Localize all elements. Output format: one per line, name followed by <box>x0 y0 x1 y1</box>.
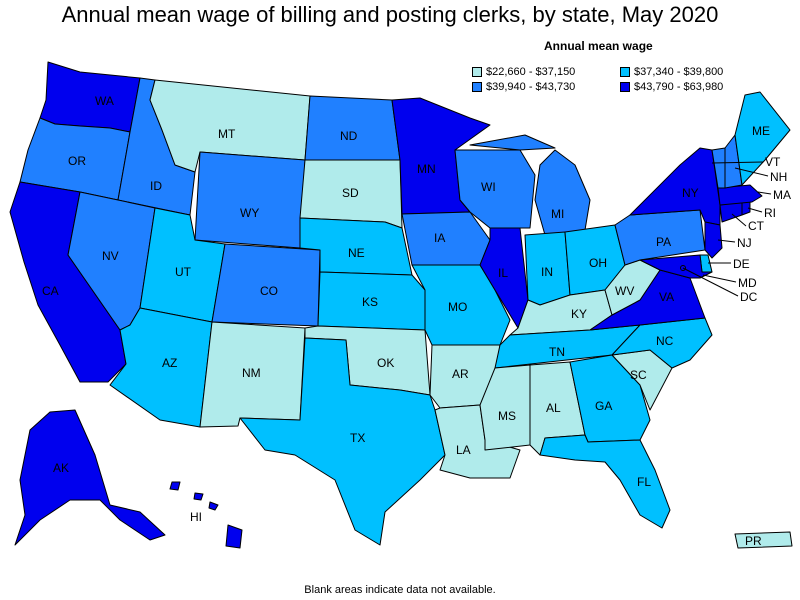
legend-title: Annual mean wage <box>544 39 653 53</box>
state-MI[interactable] <box>469 134 591 236</box>
state-label-TX: TX <box>350 431 365 445</box>
state-label-MO: MO <box>448 300 467 314</box>
state-label-AK: AK <box>53 461 69 475</box>
state-FL[interactable] <box>539 434 671 529</box>
state-MA[interactable] <box>717 184 763 206</box>
state-ND[interactable] <box>304 95 401 161</box>
state-label-IA: IA <box>434 231 445 245</box>
legend-swatch <box>620 82 630 92</box>
state-label-VA: VA <box>659 290 674 304</box>
legend-swatch <box>472 67 482 77</box>
legend-item-tier-2: $37,340 - $39,800 <box>620 66 723 78</box>
state-label-HI: HI <box>190 510 202 524</box>
state-label-DC: DC <box>740 290 758 304</box>
state-label-VT: VT <box>765 155 781 169</box>
state-label-NE: NE <box>348 246 365 260</box>
legend-label: $39,940 - $43,730 <box>486 81 576 93</box>
state-label-OK: OK <box>377 356 394 370</box>
leader-line-CT <box>731 213 747 227</box>
state-label-DE: DE <box>733 257 750 271</box>
leader-line-VT <box>711 161 764 164</box>
state-label-TN: TN <box>549 345 565 359</box>
legend-label: $22,660 - $37,150 <box>486 66 576 78</box>
state-label-KS: KS <box>362 295 378 309</box>
state-label-CA: CA <box>42 284 59 298</box>
state-label-AL: AL <box>546 401 561 415</box>
state-NJ[interactable] <box>704 221 723 259</box>
state-label-NH: NH <box>770 170 787 184</box>
state-label-FL: FL <box>637 475 651 489</box>
state-TX[interactable] <box>239 337 446 546</box>
leader-line-NH <box>734 167 769 177</box>
legend-item-tier-3: $39,940 - $43,730 <box>472 81 575 93</box>
state-label-OH: OH <box>589 256 607 270</box>
state-label-ID: ID <box>150 179 162 193</box>
state-label-WI: WI <box>481 180 496 194</box>
state-label-NJ: NJ <box>737 236 752 250</box>
leader-line-MA <box>757 191 772 195</box>
state-label-MD: MD <box>738 276 757 290</box>
state-label-MI: MI <box>551 207 564 221</box>
state-label-SC: SC <box>630 368 647 382</box>
legend-item-tier-1: $22,660 - $37,150 <box>472 66 575 78</box>
leader-line-RI <box>747 207 763 213</box>
leader-line-MD <box>702 274 737 283</box>
state-label-IN: IN <box>541 265 553 279</box>
leader-line-NJ <box>717 239 736 243</box>
state-label-NY: NY <box>682 186 699 200</box>
legend-swatch <box>620 67 630 77</box>
state-label-MN: MN <box>417 162 436 176</box>
state-WY[interactable] <box>194 151 306 249</box>
state-label-AZ: AZ <box>162 356 177 370</box>
state-WA[interactable] <box>39 61 141 133</box>
state-label-KY: KY <box>571 307 587 321</box>
state-label-NM: NM <box>242 366 261 380</box>
state-label-ND: ND <box>340 129 358 143</box>
state-label-ME: ME <box>752 124 770 138</box>
state-ME[interactable] <box>734 91 791 186</box>
legend-label: $37,340 - $39,800 <box>634 66 724 78</box>
leader-line-DC <box>682 267 739 297</box>
state-label-MT: MT <box>218 127 236 141</box>
state-label-WV: WV <box>615 284 634 298</box>
state-MD[interactable] <box>639 254 713 279</box>
legend-label: $43,790 - $63,980 <box>634 81 724 93</box>
state-label-NV: NV <box>102 249 119 263</box>
state-AK[interactable] <box>14 409 166 546</box>
state-label-OR: OR <box>68 154 86 168</box>
state-label-CO: CO <box>260 284 278 298</box>
state-label-MA: MA <box>773 188 791 202</box>
state-label-MS: MS <box>498 409 516 423</box>
state-label-IL: IL <box>498 266 508 280</box>
footnote: Blank areas indicate data not available. <box>304 584 496 596</box>
legend-swatch <box>472 82 482 92</box>
state-label-NC: NC <box>656 334 674 348</box>
state-IL[interactable] <box>479 227 529 329</box>
state-label-CT: CT <box>748 219 765 233</box>
state-label-WA: WA <box>95 94 114 108</box>
state-label-SD: SD <box>342 186 359 200</box>
state-label-PA: PA <box>656 235 671 249</box>
legend-item-tier-4: $43,790 - $63,980 <box>620 81 723 93</box>
state-label-PR: PR <box>745 534 762 548</box>
state-label-UT: UT <box>175 265 192 279</box>
state-PR[interactable] <box>734 531 793 549</box>
state-label-AR: AR <box>452 367 469 381</box>
state-label-RI: RI <box>764 206 776 220</box>
state-label-LA: LA <box>456 443 471 457</box>
page-title: Annual mean wage of billing and posting … <box>61 2 719 27</box>
state-label-WY: WY <box>240 206 259 220</box>
state-IA[interactable] <box>401 211 491 266</box>
state-label-GA: GA <box>595 399 612 413</box>
state-HI[interactable] <box>169 481 243 549</box>
